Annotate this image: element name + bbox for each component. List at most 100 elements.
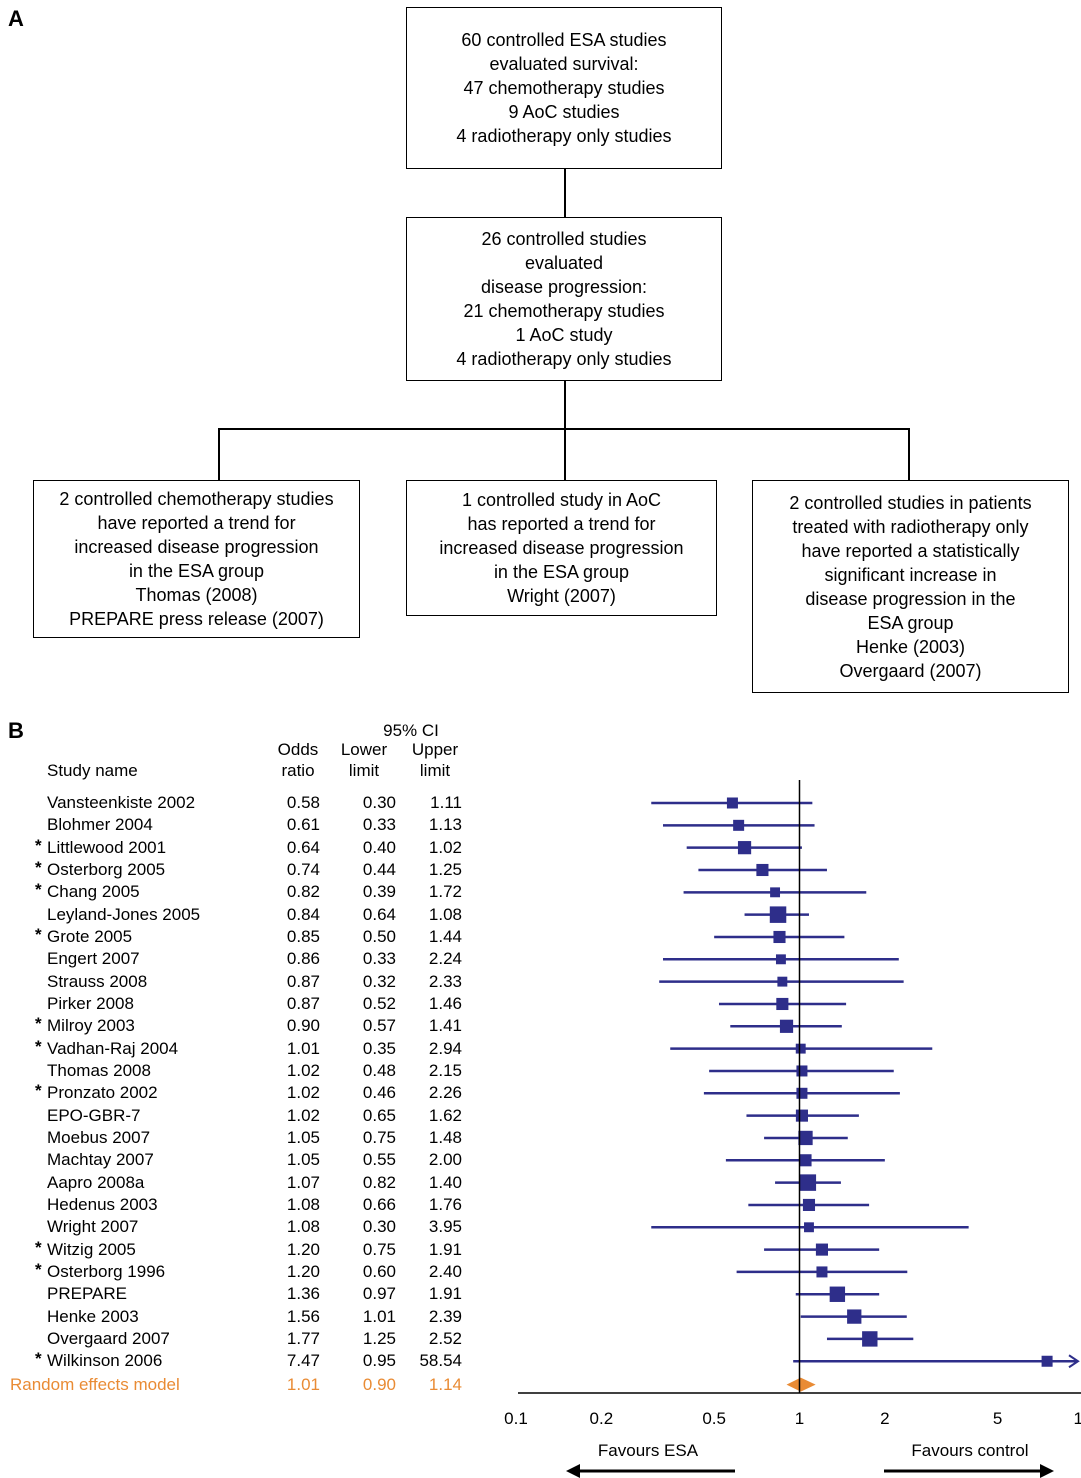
flow-box-radiotherapy: 2 controlled studies in patients treated … xyxy=(752,480,1069,693)
lower-limit-value: 0.97 xyxy=(362,1284,396,1304)
odds-ratio-value: 1.01 xyxy=(286,1038,320,1058)
x-tick-label: 5 xyxy=(993,1409,1002,1428)
odds-ratio-value: 0.74 xyxy=(286,859,320,879)
lower-limit-value: 0.75 xyxy=(362,1239,396,1259)
study-name: Wright 2007 xyxy=(47,1217,139,1237)
odds-ratio-value: 0.87 xyxy=(286,971,320,991)
study-name: Overgaard 2007 xyxy=(47,1328,170,1348)
upper-limit-value: 2.52 xyxy=(428,1328,462,1348)
x-tick-label: 0.1 xyxy=(504,1409,528,1428)
upper-limit-value: 2.39 xyxy=(428,1306,462,1326)
upper-limit-value: 1.40 xyxy=(428,1172,462,1192)
flow-box-line: increased disease progression xyxy=(74,537,319,557)
odds-ratio-value: 1.02 xyxy=(286,1083,320,1103)
favours-control-label: Favours control xyxy=(911,1441,1028,1460)
flow-box-line: PREPARE press release (2007) xyxy=(69,609,324,629)
ci-header: 95% CI xyxy=(383,721,439,740)
point-estimate xyxy=(779,1019,794,1033)
lower-limit-value: 0.40 xyxy=(362,837,396,857)
odds-ratio-value: 0.58 xyxy=(286,793,320,812)
upper-limit-value: 2.26 xyxy=(428,1083,462,1103)
flow-box-line: Henke (2003) xyxy=(855,636,966,657)
x-tick-label: 2 xyxy=(880,1409,889,1428)
upper-limit-value: 2.00 xyxy=(428,1150,462,1170)
point-estimate xyxy=(796,1087,808,1099)
lower-limit-value: 0.30 xyxy=(362,1217,396,1237)
lower-limit-value: 0.75 xyxy=(362,1127,396,1147)
study-name: Milroy 2003 xyxy=(47,1016,135,1036)
odds-ratio-value: 0.90 xyxy=(286,1016,320,1036)
lower-limit-value: 0.39 xyxy=(362,882,396,902)
lower-limit-value: 0.55 xyxy=(362,1150,396,1170)
study-name: Thomas 2008 xyxy=(47,1060,151,1080)
study-name: Engert 2007 xyxy=(47,949,140,969)
point-estimate xyxy=(777,976,788,987)
point-estimate xyxy=(756,863,769,877)
point-estimate xyxy=(799,1154,812,1167)
upper-limit-value: 1.91 xyxy=(428,1284,462,1304)
flow-box-line: Overgaard (2007) xyxy=(839,660,982,681)
point-estimate xyxy=(847,1309,862,1324)
upper-limit-value: 1.41 xyxy=(428,1016,462,1036)
or-header-2: ratio xyxy=(281,761,315,780)
significance-star: * xyxy=(35,1259,42,1279)
point-estimate xyxy=(804,1222,814,1233)
point-estimate xyxy=(769,906,787,923)
flow-box-line: disease progression in the xyxy=(805,588,1016,609)
flow-box-line: significant increase in xyxy=(824,564,997,585)
connector-right xyxy=(908,428,910,480)
upper-limit-value: 1.08 xyxy=(428,904,462,924)
point-estimate xyxy=(815,1243,828,1256)
favours-esa-label: Favours ESA xyxy=(598,1441,699,1460)
lower-limit-value: 0.95 xyxy=(362,1351,396,1371)
flow-box-aoc: 1 controlled study in AoC has reported a … xyxy=(406,480,717,616)
study-name: Chang 2005 xyxy=(47,882,140,902)
flow-box-line: increased disease progression xyxy=(439,538,684,558)
summary-upper: 1.14 xyxy=(428,1374,462,1394)
odds-ratio-value: 0.87 xyxy=(286,993,320,1013)
odds-ratio-value: 1.07 xyxy=(286,1172,320,1192)
flow-box-chemotherapy: 2 controlled chemotherapy studies have re… xyxy=(33,480,360,638)
odds-ratio-value: 0.61 xyxy=(286,815,320,835)
point-estimate xyxy=(798,1130,813,1146)
odds-ratio-value: 7.47 xyxy=(286,1351,320,1371)
odds-ratio-value: 0.64 xyxy=(286,837,320,857)
flow-box-line: 4 radiotherapy only studies xyxy=(456,349,672,369)
point-estimate xyxy=(796,1065,808,1077)
flow-box-line: 47 chemotherapy studies xyxy=(463,78,665,98)
study-name: Blohmer 2004 xyxy=(47,815,153,835)
panel-a-label: A xyxy=(8,6,24,31)
flow-box-line: 1 AoC study xyxy=(515,325,613,345)
connector-left xyxy=(218,428,220,480)
odds-ratio-value: 1.20 xyxy=(286,1239,320,1259)
favours-esa-arrowhead xyxy=(566,1464,580,1478)
odds-ratio-value: 1.05 xyxy=(286,1150,320,1170)
study-name: Grote 2005 xyxy=(47,926,133,946)
flow-box-line: Thomas (2008) xyxy=(135,585,258,605)
upper-limit-value: 1.72 xyxy=(428,882,462,902)
connector-1 xyxy=(564,169,566,217)
x-tick-label: 10 xyxy=(1074,1409,1081,1428)
flow-box-line: ESA group xyxy=(867,612,954,633)
lower-limit-value: 0.35 xyxy=(362,1038,396,1058)
significance-star: * xyxy=(35,1014,42,1034)
significance-star: * xyxy=(35,1237,42,1257)
odds-ratio-value: 1.08 xyxy=(286,1194,320,1214)
lower-limit-value: 1.01 xyxy=(362,1306,396,1326)
point-estimate xyxy=(773,930,786,944)
favours-control-arrowhead xyxy=(1040,1464,1054,1478)
study-name: Vadhan-Raj 2004 xyxy=(47,1038,179,1058)
point-estimate xyxy=(1041,1355,1053,1367)
point-estimate xyxy=(795,1043,806,1054)
odds-ratio-value: 1.36 xyxy=(286,1284,320,1304)
lower-limit-value: 0.66 xyxy=(362,1194,396,1214)
ci-arrow xyxy=(1068,1354,1080,1369)
flow-box-survival: 60 controlled ESA studies evaluated survi… xyxy=(406,7,722,169)
lower-header-2: limit xyxy=(348,761,380,780)
significance-star: * xyxy=(35,857,42,877)
point-estimate xyxy=(776,997,789,1011)
study-name: EPO-GBR-7 xyxy=(47,1105,141,1125)
significance-star: * xyxy=(35,835,42,855)
odds-ratio-value: 1.20 xyxy=(286,1261,320,1281)
